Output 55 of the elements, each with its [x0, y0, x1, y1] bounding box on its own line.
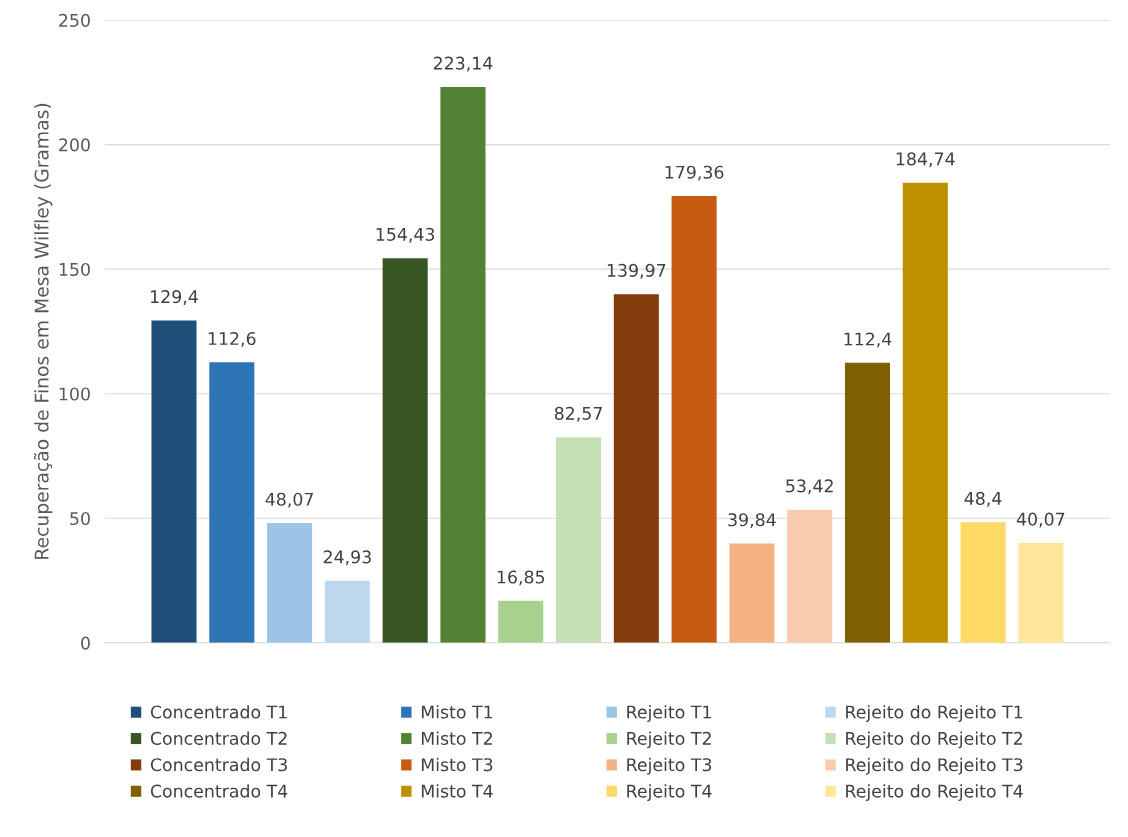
bar [440, 86, 486, 643]
y-tick-label: 250 [59, 13, 90, 27]
legend-label: Rejeito do Rejeito T4 [846, 784, 1023, 801]
bar [324, 580, 370, 643]
y-tick-label: 200 [59, 138, 90, 152]
data-label: 129,4 [151, 290, 198, 306]
data-label: 16,85 [497, 570, 545, 586]
legend-label: Misto T3 [421, 757, 493, 772]
legend-label: Misto T2 [421, 731, 492, 745]
data-label: 40,07 [1016, 512, 1065, 528]
bar [555, 437, 602, 643]
data-label: 179,36 [665, 165, 724, 181]
bar [1018, 543, 1064, 643]
legend-label: Concentrado T1 [150, 705, 287, 719]
bar [844, 362, 891, 643]
y-tick-label: 100 [59, 387, 90, 401]
y-tick-label: 150 [59, 262, 90, 277]
data-label: 112,6 [208, 331, 256, 347]
data-label: 24,93 [323, 550, 371, 566]
legend-label: Rejeito do Rejeito T3 [846, 757, 1023, 775]
legend-label: Rejeito T2 [627, 731, 711, 749]
bar [960, 522, 1006, 643]
bar [729, 543, 775, 643]
data-label: 48,4 [964, 491, 1002, 507]
legend-label: Rejeito do Rejeito T1 [846, 705, 1023, 722]
bar [787, 509, 833, 643]
data-label: 139,97 [607, 263, 666, 279]
data-label: 39,84 [728, 513, 776, 529]
legend-label: Misto T4 [421, 784, 493, 798]
data-label: 53,42 [786, 479, 833, 495]
data-label: 82,57 [554, 406, 602, 422]
legend-label: Rejeito T1 [627, 705, 711, 722]
bar [267, 523, 313, 643]
legend-label: Concentrado T2 [150, 731, 287, 745]
y-tick-label: 0 [81, 636, 90, 650]
bar [209, 362, 255, 643]
bar [671, 196, 717, 643]
legend-label: Concentrado T4 [150, 784, 288, 798]
legend-label: Rejeito do Rejeito T2 [846, 731, 1022, 749]
data-label: 48,07 [265, 492, 313, 508]
legend-label: Rejeito T3 [627, 757, 712, 775]
legend-label: Concentrado T3 [150, 757, 287, 772]
bar [151, 320, 197, 643]
data-label: 154,43 [376, 227, 435, 243]
y-axis-title: Recuperação de Finos em Mesa Wilfley (Gramas) [33, 103, 53, 559]
data-label: 184,74 [896, 152, 955, 168]
y-tick-label: 50 [70, 511, 90, 526]
bar [613, 294, 659, 643]
data-label: 223,14 [433, 56, 493, 72]
legend-label: Rejeito T4 [627, 784, 712, 801]
bar [382, 258, 428, 643]
bar [902, 182, 948, 643]
legend-label: Misto T1 [421, 705, 493, 719]
bar [498, 600, 544, 643]
data-label: 112,4 [844, 332, 892, 348]
